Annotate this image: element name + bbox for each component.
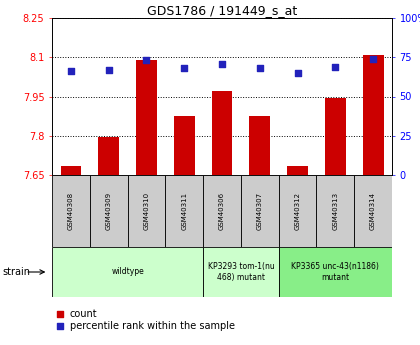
Point (57, 311, 63, 317)
Point (143, 58, 150, 63)
Point (332, 64, 339, 69)
Point (181, 66, 188, 71)
Text: percentile rank within the sample: percentile rank within the sample (70, 321, 235, 331)
Point (370, 56, 376, 61)
Bar (90, 175, 128, 247)
Bar (128, 175, 165, 247)
Title: GDS1786 / 191449_s_at: GDS1786 / 191449_s_at (147, 4, 297, 17)
Bar (52, 247, 203, 297)
Point (219, 61, 226, 66)
Bar (278, 247, 392, 297)
Bar (174, 116, 194, 175)
Text: KP3293 tom-1(nu
468) mutant: KP3293 tom-1(nu 468) mutant (207, 262, 274, 282)
Bar (354, 175, 392, 247)
Bar (278, 175, 316, 247)
Text: wildtype: wildtype (111, 267, 144, 276)
Point (57, 323, 63, 329)
Bar (316, 175, 354, 247)
Bar (241, 175, 278, 247)
Text: strain: strain (2, 267, 30, 277)
Bar (60, 166, 81, 175)
Text: GSM40310: GSM40310 (144, 192, 150, 230)
Text: KP3365 unc-43(n1186)
mutant: KP3365 unc-43(n1186) mutant (291, 262, 379, 282)
Text: GSM40313: GSM40313 (332, 192, 339, 230)
Bar (52, 175, 90, 247)
Text: GSM40307: GSM40307 (257, 192, 263, 230)
Point (294, 70, 301, 76)
Bar (203, 175, 241, 247)
Point (257, 66, 263, 71)
Text: count: count (70, 309, 97, 319)
Text: GSM40314: GSM40314 (370, 192, 376, 230)
Bar (287, 166, 308, 175)
Bar (249, 116, 270, 175)
Point (68, 69, 74, 74)
Text: GSM40311: GSM40311 (181, 192, 187, 230)
Bar (325, 98, 346, 175)
Text: GSM40309: GSM40309 (106, 192, 112, 230)
Bar (363, 56, 383, 175)
Bar (136, 60, 157, 175)
Bar (165, 175, 203, 247)
Text: GSM40312: GSM40312 (294, 192, 301, 230)
Bar (203, 247, 278, 297)
Bar (98, 137, 119, 175)
Bar (212, 91, 232, 175)
Text: GSM40306: GSM40306 (219, 192, 225, 230)
Point (105, 67, 112, 72)
Text: GSM40308: GSM40308 (68, 192, 74, 230)
